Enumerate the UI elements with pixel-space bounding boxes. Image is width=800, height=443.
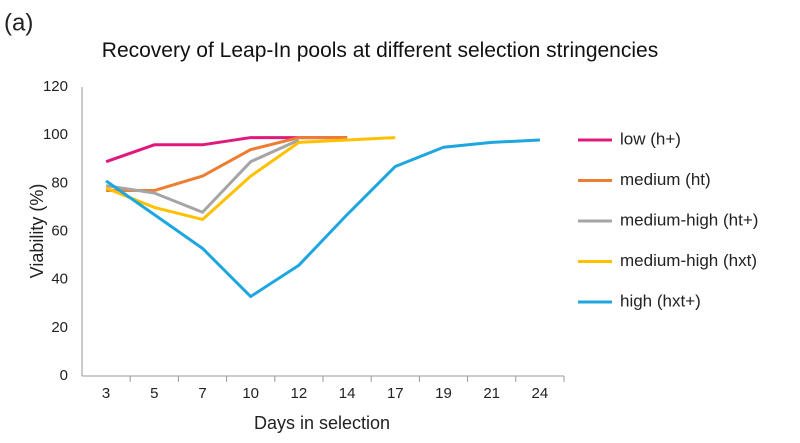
legend-label: medium (ht) — [620, 170, 711, 189]
y-tick-label: 0 — [60, 367, 68, 384]
y-axis-label: Viability (%) — [27, 184, 47, 279]
panel-label: (a) — [4, 9, 33, 36]
x-tick-label: 10 — [242, 385, 259, 402]
legend-label: medium-high (ht+) — [620, 210, 758, 229]
series-line — [105, 136, 396, 221]
x-tick-label: 12 — [291, 385, 308, 402]
series-line — [106, 136, 348, 193]
x-tick-label: 14 — [339, 385, 356, 402]
x-tick-label: 3 — [102, 385, 110, 402]
legend-label: medium-high (hxt) — [620, 251, 757, 270]
legend-label: high (hxt+) — [620, 291, 701, 310]
y-tick-label: 100 — [43, 126, 68, 143]
y-tick-label: 20 — [51, 319, 68, 336]
legend-label: low (h+) — [620, 129, 681, 148]
x-tick-label: 19 — [435, 385, 452, 402]
chart-title: Recovery of Leap-In pools at different s… — [101, 39, 659, 62]
x-tick-label: 5 — [150, 385, 158, 402]
series-line — [105, 138, 300, 214]
y-tick-label: 80 — [51, 174, 68, 191]
x-axis-label: Days in selection — [254, 413, 390, 433]
y-tick-label: 120 — [43, 78, 68, 95]
x-tick-label: 17 — [387, 385, 404, 402]
x-tick-label: 24 — [532, 385, 549, 402]
x-tick-label: 7 — [198, 385, 206, 402]
series-line — [105, 138, 540, 299]
y-tick-label: 40 — [51, 271, 68, 288]
x-tick-label: 21 — [483, 385, 500, 402]
y-tick-label: 60 — [51, 222, 68, 239]
